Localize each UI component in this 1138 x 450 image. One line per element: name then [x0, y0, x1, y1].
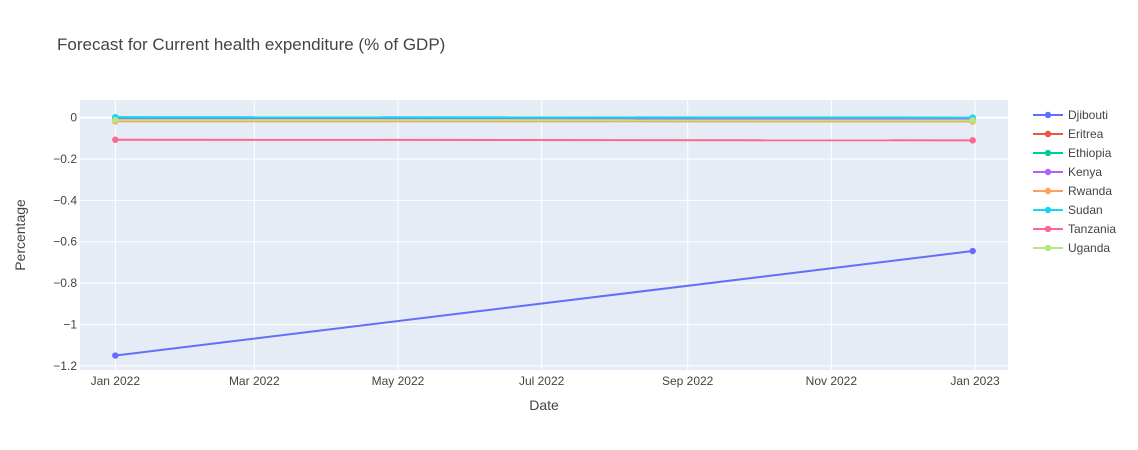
- x-tick-label: May 2022: [372, 374, 425, 388]
- legend-swatch-marker: [1044, 111, 1052, 119]
- x-axis-title: Date: [529, 397, 559, 413]
- series-line-tanzania: [115, 138, 973, 142]
- x-tick-label: Sep 2022: [662, 374, 714, 388]
- legend-label: Eritrea: [1068, 127, 1104, 141]
- data-point-tanzania: [969, 137, 976, 144]
- legend-label: Sudan: [1068, 203, 1103, 217]
- legend-label: Djibouti: [1068, 108, 1108, 122]
- series-line-djibouti: [115, 250, 973, 357]
- legend-swatch-marker: [1044, 130, 1052, 138]
- x-tick-label: Mar 2022: [229, 374, 280, 388]
- y-axis-title: Percentage: [12, 199, 28, 271]
- data-point-uganda: [969, 117, 976, 124]
- legend-swatch-marker: [1044, 149, 1052, 157]
- data-point-djibouti: [112, 352, 119, 359]
- y-tick-label: −1: [63, 317, 77, 331]
- legend-item-kenya: Kenya: [1033, 165, 1102, 179]
- legend-item-eritrea: Eritrea: [1033, 127, 1104, 141]
- legend-item-tanzania: Tanzania: [1033, 222, 1116, 236]
- y-tick-label: −0.6: [53, 235, 77, 249]
- legend-swatch-marker: [1044, 244, 1052, 252]
- legend-item-rwanda: Rwanda: [1033, 184, 1112, 198]
- plot-background: [80, 100, 1008, 370]
- legend-label: Rwanda: [1068, 184, 1112, 198]
- data-point-uganda: [112, 116, 119, 124]
- legend-swatch-marker: [1044, 187, 1052, 195]
- y-tick-label: −0.8: [53, 276, 77, 290]
- legend-swatch-marker: [1044, 225, 1052, 233]
- legend-label: Kenya: [1068, 165, 1102, 179]
- x-tick-labels: Jan 2022 Mar 2022 May 2022 Jul 2022 Sep 2022…: [91, 374, 1000, 388]
- legend-label: Uganda: [1068, 241, 1110, 255]
- x-tick-label: Nov 2022: [806, 374, 858, 388]
- legend-swatch-marker: [1044, 206, 1052, 214]
- legend-item-sudan: Sudan: [1033, 203, 1103, 217]
- y-tick-label: −0.4: [53, 193, 77, 207]
- legend-item-djibouti: Djibouti: [1033, 108, 1108, 122]
- y-tick-label: −1.2: [53, 359, 77, 373]
- x-tick-label: Jan 2023: [950, 374, 1000, 388]
- x-tick-label: Jan 2022: [91, 374, 141, 388]
- legend-item-uganda: Uganda: [1033, 241, 1110, 255]
- legend-swatch-marker: [1044, 168, 1052, 176]
- y-tick-label: 0: [70, 111, 77, 125]
- legend-label: Tanzania: [1068, 222, 1116, 236]
- data-point-djibouti: [969, 247, 976, 255]
- chart-title: Forecast for Current health expenditure …: [57, 35, 445, 54]
- legend: Djibouti Eritrea Ethiopia Kenya Rwanda Sudan T…: [1033, 108, 1116, 255]
- data-point-tanzania: [112, 136, 119, 143]
- legend-label: Ethiopia: [1068, 146, 1112, 160]
- y-tick-labels: 0 −0.2 −0.4 −0.6 −0.8 −1 −1.2: [53, 111, 77, 373]
- legend-item-ethiopia: Ethiopia: [1033, 146, 1112, 160]
- x-tick-label: Jul 2022: [519, 374, 565, 388]
- series-lines: [112, 113, 976, 359]
- y-tick-label: −0.2: [53, 152, 77, 166]
